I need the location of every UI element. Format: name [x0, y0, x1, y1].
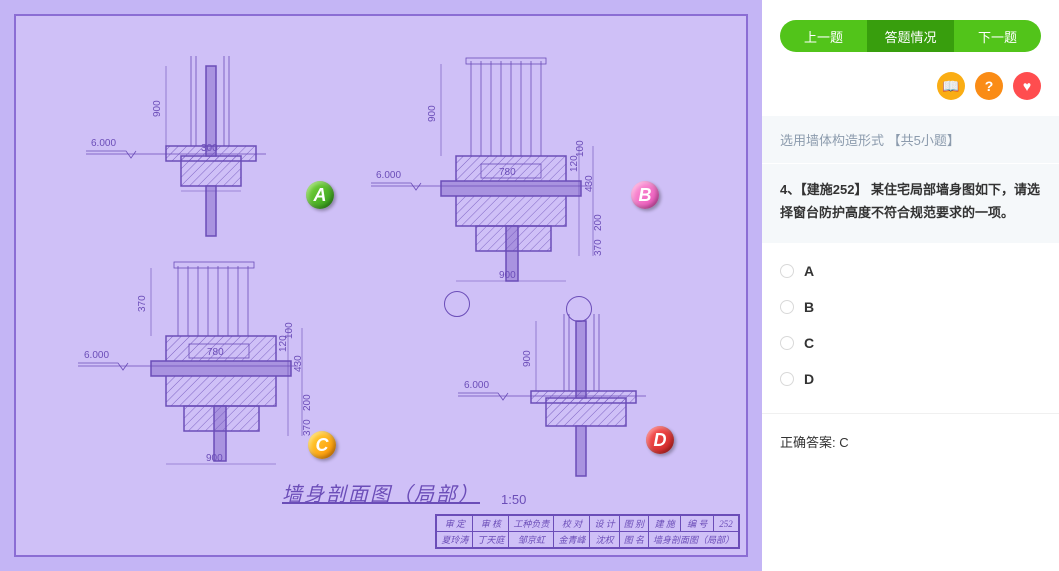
- svg-text:780: 780: [207, 347, 224, 358]
- svg-text:430: 430: [584, 175, 595, 192]
- radio-icon: [780, 300, 794, 314]
- badge-d: D: [646, 426, 674, 454]
- svg-text:900: 900: [522, 350, 533, 367]
- svg-text:6.000: 6.000: [376, 170, 401, 181]
- badge-c: C: [308, 431, 336, 459]
- option-label: B: [804, 299, 814, 315]
- elev-label: 6.000: [91, 138, 116, 149]
- drawing-panel: 6.000 900 300 A: [0, 0, 762, 571]
- next-button[interactable]: 下一题: [954, 20, 1041, 52]
- svg-text:300: 300: [201, 143, 218, 154]
- book-icon[interactable]: 📖: [937, 72, 965, 100]
- section-b: 6.000 900 900 780 120 430 200 370 100: [361, 46, 641, 296]
- option-a[interactable]: A: [780, 253, 1041, 289]
- option-label: C: [804, 335, 814, 351]
- svg-text:900: 900: [206, 453, 223, 464]
- svg-text:430: 430: [293, 355, 304, 372]
- question-box: 4、【建施252】 某住宅局部墙身图如下，请选择窗台防护高度不符合规范要求的一项…: [762, 163, 1059, 243]
- drawing-scale: 1:50: [501, 492, 526, 507]
- title-block: 审 定 审 核 工种负责 校 对 设 计 图 别 建 施 编 号 252 夏玲涛…: [435, 514, 740, 549]
- option-d[interactable]: D: [780, 361, 1041, 397]
- svg-text:370: 370: [593, 239, 604, 256]
- radio-icon: [780, 264, 794, 278]
- drawing-title: 墙身剖面图（局部）: [282, 478, 480, 507]
- svg-text:900: 900: [427, 105, 438, 122]
- svg-text:6.000: 6.000: [464, 380, 489, 391]
- svg-text:900: 900: [152, 100, 163, 117]
- svg-text:200: 200: [302, 394, 313, 411]
- section-d: 6.000 900: [446, 306, 676, 486]
- svg-text:200: 200: [593, 214, 604, 231]
- section-a: 6.000 900 300: [66, 46, 296, 246]
- option-b[interactable]: B: [780, 289, 1041, 325]
- svg-text:370: 370: [302, 419, 313, 436]
- svg-text:100: 100: [575, 140, 586, 157]
- option-c[interactable]: C: [780, 325, 1041, 361]
- drawing-frame: 6.000 900 300 A: [14, 14, 748, 557]
- svg-text:100: 100: [284, 322, 295, 339]
- option-label: D: [804, 371, 814, 387]
- answer-row: 正确答案: C: [762, 413, 1059, 469]
- radio-icon: [780, 372, 794, 386]
- svg-text:370: 370: [137, 295, 148, 312]
- detail-circle-d: [566, 296, 592, 322]
- svg-text:900: 900: [499, 270, 516, 281]
- nav-buttons: 上一题 答题情况 下一题: [762, 0, 1059, 64]
- svg-text:780: 780: [499, 167, 516, 178]
- answer-label: 正确答案:: [780, 435, 836, 450]
- help-icon[interactable]: ?: [975, 72, 1003, 100]
- section-c: 6.000 370 780 900 120 430 200 370 100: [66, 256, 346, 486]
- badge-a: A: [306, 181, 334, 209]
- question-tag: 【建施252】: [800, 182, 867, 197]
- heart-icon[interactable]: ♥: [1013, 72, 1041, 100]
- radio-icon: [780, 336, 794, 350]
- answer-panel: 上一题 答题情况 下一题 📖 ? ♥ 选用墙体构造形式 【共5小题】 4、【建施…: [762, 0, 1059, 571]
- badge-b: B: [631, 181, 659, 209]
- option-label: A: [804, 263, 814, 279]
- status-button[interactable]: 答题情况: [867, 20, 954, 52]
- answer-value: C: [839, 435, 848, 450]
- question-number: 4、: [780, 182, 800, 197]
- icon-row: 📖 ? ♥: [762, 64, 1059, 116]
- prev-button[interactable]: 上一题: [780, 20, 867, 52]
- svg-text:6.000: 6.000: [84, 350, 109, 361]
- question-text: 4、【建施252】 某住宅局部墙身图如下，请选择窗台防护高度不符合规范要求的一项…: [780, 178, 1041, 225]
- section-header: 选用墙体构造形式 【共5小题】: [762, 116, 1059, 163]
- options-list: A B C D: [762, 243, 1059, 407]
